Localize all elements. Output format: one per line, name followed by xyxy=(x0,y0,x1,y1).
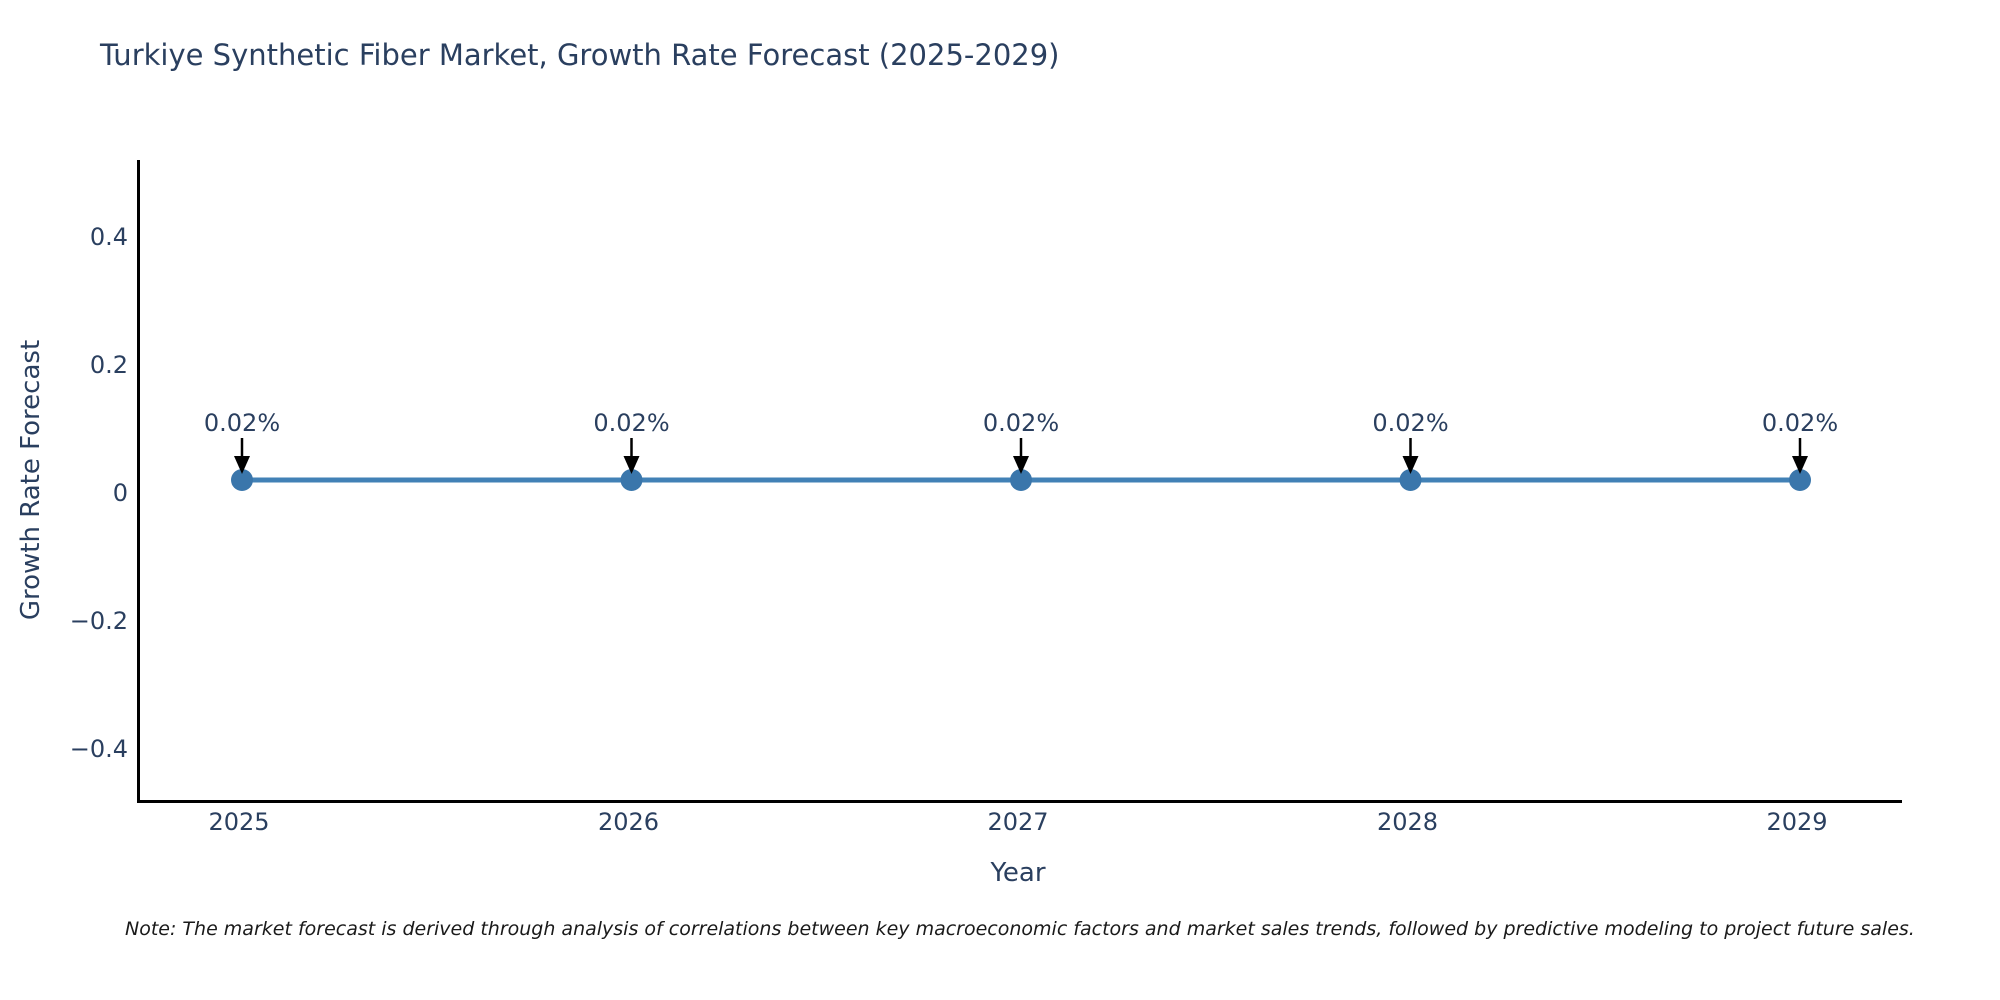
x-tick-label: 2028 xyxy=(1376,808,1439,836)
x-axis-tick-labels: 2025 2026 2027 2028 2029 xyxy=(137,808,1899,842)
x-tick-label: 2027 xyxy=(987,808,1049,836)
y-axis-tick-labels: −0.4 −0.2 0 0.2 0.4 xyxy=(0,160,128,800)
y-tick-label: −0.4 xyxy=(69,734,128,763)
data-point-marker xyxy=(1010,469,1032,491)
plot-area: 0.02% 0.02% 0.02% 0.02% 0.02% xyxy=(137,160,1902,803)
annotation-label: 0.02% xyxy=(983,409,1059,437)
data-point-marker xyxy=(620,469,643,491)
x-tick-label: 2026 xyxy=(597,808,660,836)
y-tick-label: 0.4 xyxy=(89,222,128,251)
footnote: Note: The market forecast is derived thr… xyxy=(125,918,1915,940)
annotation-label: 0.02% xyxy=(1762,409,1838,437)
annotation-label: 0.02% xyxy=(204,409,280,437)
x-axis-title: Year xyxy=(990,858,1046,888)
x-tick-label: 2025 xyxy=(208,808,270,836)
annotation-arrowhead-icon xyxy=(1013,456,1029,474)
annotation-arrowhead-icon xyxy=(623,456,640,474)
data-point-marker xyxy=(231,469,253,491)
point-annotation: 0.02% xyxy=(593,409,670,474)
annotation-arrowhead-icon xyxy=(234,456,250,474)
data-point-marker xyxy=(1399,469,1422,491)
plot-canvas: 0.02% 0.02% 0.02% 0.02% 0.02% xyxy=(204,409,1838,491)
annotation-label: 0.02% xyxy=(593,409,669,437)
point-annotation: 0.02% xyxy=(204,409,280,474)
point-annotation: 0.02% xyxy=(1372,409,1449,474)
point-annotation: 0.02% xyxy=(983,409,1059,474)
y-tick-label: 0.2 xyxy=(89,350,128,379)
annotation-arrowhead-icon xyxy=(1792,456,1808,474)
chart-title: Turkiye Synthetic Fiber Market, Growth R… xyxy=(100,38,1060,72)
x-tick-label: 2029 xyxy=(1766,808,1828,836)
y-tick-label: −0.2 xyxy=(69,606,128,635)
y-tick-label: 0 xyxy=(112,478,128,507)
annotation-label: 0.02% xyxy=(1372,409,1448,437)
data-point-marker xyxy=(1789,469,1811,491)
point-annotation: 0.02% xyxy=(1762,409,1838,474)
annotation-arrowhead-icon xyxy=(1402,456,1419,474)
